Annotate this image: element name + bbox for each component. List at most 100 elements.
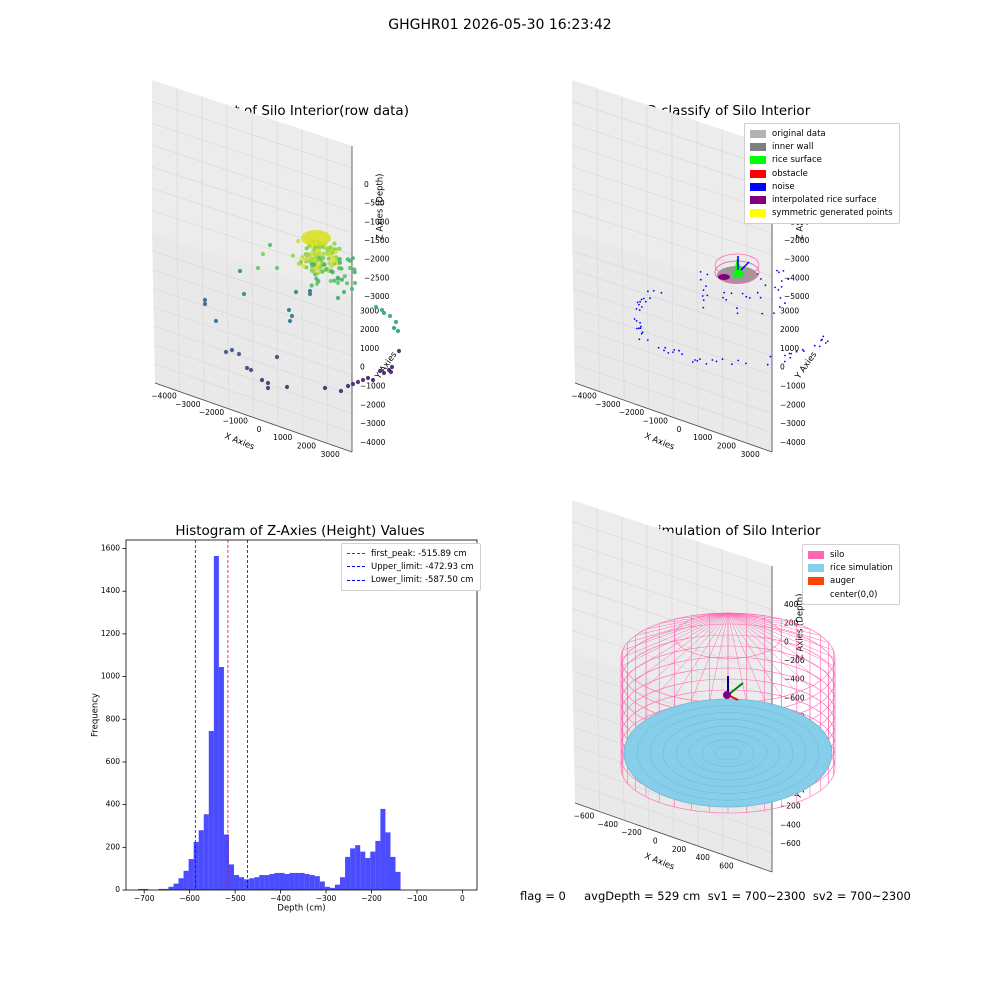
- p2-noise-point: [639, 327, 642, 330]
- histogram-bar: [294, 872, 300, 890]
- histogram-bar: [304, 873, 310, 890]
- p2-noise-point: [705, 363, 708, 365]
- p1-z-tick-label: −1500: [364, 236, 390, 245]
- legend-swatch: [808, 550, 824, 559]
- p1-data-point: [329, 250, 335, 255]
- p4-x-tick-label: −200: [621, 828, 642, 837]
- p2-noise-point: [822, 335, 825, 338]
- p1-data-point: [347, 258, 353, 263]
- histogram-bar: [203, 814, 209, 890]
- p4-z-tick-label: −200: [784, 656, 805, 665]
- legend-swatch: [347, 579, 365, 581]
- p2-noise-point: [646, 339, 649, 341]
- legend-entry: Lower_limit: -587.50 cm: [347, 574, 474, 587]
- p1-data-point: [325, 247, 330, 252]
- p1-data-point: [338, 388, 344, 394]
- p4-rice-mesh-ring: [636, 705, 820, 801]
- p2-noise-point: [635, 320, 638, 322]
- p1-grid: [152, 269, 353, 337]
- p1-data-point: [309, 283, 314, 288]
- p1-data-point: [332, 278, 337, 283]
- p4-x-tick-label: 0: [653, 837, 658, 846]
- legend-label: interpolated rice surface: [772, 195, 877, 206]
- p1-data-point: [284, 384, 290, 390]
- p2-noise-point: [672, 351, 674, 353]
- p2-noise-point: [813, 344, 816, 347]
- p2-y-tick-label: 1000: [780, 344, 799, 353]
- p1-data-point: [339, 266, 344, 271]
- p2-noise-point: [773, 312, 775, 314]
- p4-silo-roof-ring: [674, 613, 782, 659]
- p2-noise-point: [826, 340, 829, 343]
- p2-noise-point: [790, 352, 793, 355]
- histogram-bar: [309, 875, 315, 890]
- histogram-bar: [198, 830, 204, 890]
- histogram-bar: [345, 856, 351, 890]
- p1-data-point: [325, 251, 330, 256]
- p1-data-point: [335, 275, 340, 280]
- legend-swatch: [347, 553, 365, 555]
- p1-data-point: [307, 291, 313, 297]
- p1-data-point: [300, 255, 305, 260]
- p1-data-point: [315, 248, 320, 253]
- p1-data-point: [296, 238, 301, 244]
- p2-noise-point: [636, 327, 638, 330]
- p1-grid: [301, 281, 304, 435]
- p1-axes-box: [151, 80, 353, 453]
- legend-entry: auger: [808, 575, 893, 588]
- p4-y-tick-label: −200: [780, 802, 801, 811]
- histogram-bar: [143, 888, 149, 890]
- histogram-title: Histogram of Z-Axies (Height) Values: [175, 523, 425, 539]
- histogram-bar: [173, 883, 179, 890]
- p1-data-point: [289, 313, 295, 319]
- p1-data-point: [335, 280, 341, 285]
- p2-noise-point: [641, 331, 644, 334]
- p4-z-tick-label: 0: [784, 637, 789, 646]
- p4-y-tick-label: −600: [780, 839, 801, 848]
- p4-x-tick-label: −600: [574, 812, 595, 821]
- p4-silo-roof-line: [627, 612, 729, 674]
- histogram-bar: [188, 859, 194, 890]
- histogram-bar: [390, 856, 396, 890]
- p2-interpolated-surface: [718, 274, 730, 280]
- p2-noise-point: [766, 363, 769, 366]
- p2-y-tick-label: 2000: [780, 325, 799, 334]
- p2-noise-point: [725, 298, 728, 301]
- p1-data-point: [312, 252, 317, 257]
- p1-data-point: [335, 295, 341, 301]
- p2-y-tick-label: 0: [780, 363, 785, 372]
- p1-y-tick-label: 1000: [360, 344, 379, 353]
- p1-data-point: [339, 277, 344, 282]
- p4-rice-mesh-ring: [688, 732, 768, 774]
- p1-data-point: [223, 349, 229, 355]
- p1-data-point: [265, 380, 271, 386]
- p1-data-point: [350, 381, 356, 387]
- p4-silo-roof-line: [727, 612, 747, 703]
- p2-noise-point: [642, 297, 645, 300]
- status-footer: flag = 0 avgDepth = 529 cm sv1 = 700~230…: [520, 889, 911, 903]
- histogram-bar: [208, 731, 214, 890]
- p2-noise-point: [777, 289, 780, 291]
- p1-data-point: [331, 258, 336, 264]
- p1-y-tick-label: 3000: [360, 306, 379, 315]
- p2-x-tick-label: 1000: [693, 433, 712, 442]
- p1-data-point: [360, 377, 366, 383]
- p2-noise-point: [639, 321, 641, 324]
- histogram-bar: [365, 857, 371, 890]
- p1-data-point: [260, 251, 266, 257]
- p4-rice-mesh-ring: [675, 725, 781, 781]
- histogram-bar: [395, 871, 401, 890]
- p2-x-tick-label: −2000: [619, 408, 645, 417]
- p2-noise-point: [801, 348, 804, 351]
- p2-noise-point: [633, 318, 636, 320]
- p2-noise-point: [782, 270, 785, 272]
- p1-data-point: [337, 257, 342, 262]
- p1-data-point: [373, 304, 379, 310]
- histogram-y-tick-label: 1400: [101, 586, 120, 595]
- p2-noise-point: [663, 349, 665, 352]
- p1-data-point: [316, 279, 321, 284]
- p2-y-tick-label: −3000: [780, 419, 806, 428]
- histogram-x-axis-label: Depth (cm): [277, 904, 325, 914]
- p2-noise-point: [705, 285, 707, 287]
- p1-data-point: [332, 241, 337, 246]
